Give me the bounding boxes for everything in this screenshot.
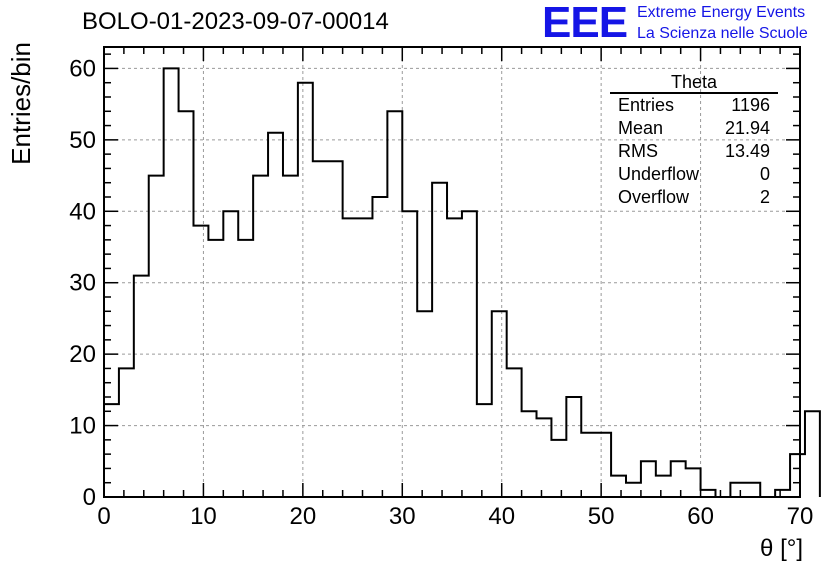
histogram-bin [730,483,745,497]
stats-row-entries: Entries 1196 [610,94,778,117]
histogram-bin [656,476,671,497]
chart-title: BOLO-01-2023-09-07-00014 [82,8,389,35]
histogram-bin [626,483,641,497]
histogram-bin [149,176,164,497]
histogram-bin [566,397,581,497]
stats-value: 2 [759,187,770,207]
histogram-bin [358,218,373,497]
histogram-bin [238,240,253,497]
histogram-bin [790,454,805,497]
stats-label: Underflow [618,164,700,184]
stats-value: 21.94 [724,118,770,138]
y-tick-label: 20 [69,341,96,368]
histogram-bin [208,240,223,497]
histogram-bin [775,490,790,497]
stats-title: Theta [610,73,778,94]
stats-row-mean: Mean 21.94 [610,117,778,140]
histogram-bin [253,176,268,497]
histogram-bin [492,311,507,497]
stats-label: Entries [618,95,675,115]
histogram-bin [686,468,701,497]
axis-ticks [103,47,801,498]
histogram-bin [134,276,149,497]
stats-value: 13.49 [724,141,770,161]
histogram-bin [671,461,686,497]
x-tick-labels: 0 10 20 30 40 50 60 70 [97,503,813,530]
x-tick-label: 50 [588,503,615,530]
histogram-bin [298,83,313,497]
histogram-bin [343,218,358,497]
histogram-bin [432,183,447,497]
y-tick-label: 50 [69,127,96,154]
histogram-bin [701,490,716,497]
x-tick-label: 20 [290,503,317,530]
histogram-bin [507,368,522,497]
histogram-bin [805,411,820,497]
stats-value: 1196 [731,95,770,115]
histogram-bin [477,404,492,497]
y-tick-label: 10 [69,413,96,440]
histogram-bin [179,111,194,497]
histogram-bin [372,197,387,497]
y-tick-label: 30 [69,270,96,297]
x-tick-label: 60 [687,503,714,530]
histogram-bin [611,476,626,497]
plot-frame [103,46,801,498]
histogram-bin [387,111,402,497]
histogram-bin [268,133,283,497]
histogram-bin [641,461,656,497]
histogram-bin [537,418,552,497]
histogram-bin [522,411,537,497]
stats-row-rms: RMS 13.49 [610,140,778,163]
logo-line-1: Extreme Energy Events [637,4,806,21]
stats-label: RMS [618,141,658,161]
histogram-bin [119,368,134,497]
histogram-bin [447,218,462,497]
y-tick-labels: 0 10 20 30 40 50 60 [69,55,96,511]
histogram-bin [581,433,596,497]
y-axis-label: Entries/bin [6,42,36,165]
histogram-bin [745,483,760,497]
stats-row-underflow: Underflow 0 [610,163,778,186]
y-tick-label: 60 [69,55,96,82]
stats-box: Theta Entries 1196 Mean 21.94 RMS 13.49 … [610,73,778,209]
x-tick-label: 70 [787,503,814,530]
histogram-bars [103,67,821,498]
y-tick-label: 40 [69,198,96,225]
histogram-bin [596,433,611,497]
histogram-bin [193,226,208,497]
x-axis-label: θ [°] [760,535,803,562]
histogram-bin [283,176,298,497]
logo-line-2: La Scienza nelle Scuole [637,25,808,42]
x-tick-label: 40 [488,503,515,530]
stats-label: Overflow [618,187,690,207]
stats-label: Mean [618,118,664,138]
histogram-outline [103,67,821,498]
x-tick-label: 0 [97,503,110,530]
histogram-bin [551,440,566,497]
y-tick-label: 0 [83,484,96,511]
eee-logo: EEE [542,0,628,47]
stats-row-overflow: Overflow 2 [610,186,778,209]
histogram-bin [417,311,432,497]
stats-value: 0 [759,164,770,184]
x-tick-label: 30 [389,503,416,530]
x-tick-label: 10 [190,503,217,530]
